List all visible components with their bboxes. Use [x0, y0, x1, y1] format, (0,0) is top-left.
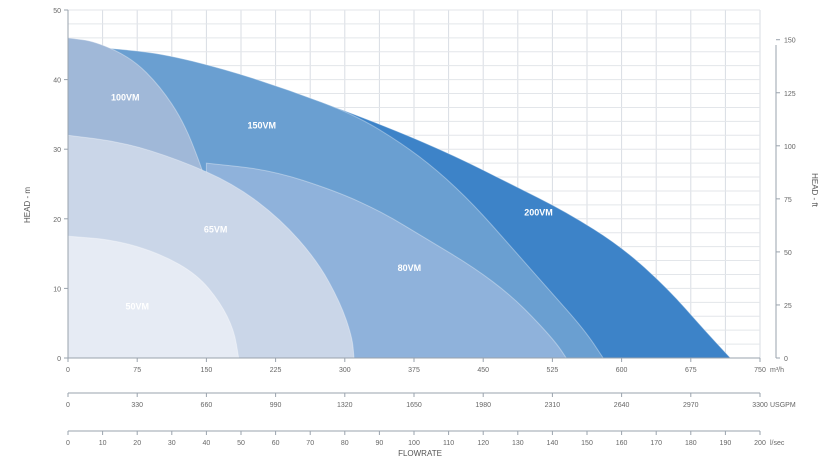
curve-labels: 200VM 150VM 100VM 80VM 65VM 50VM: [111, 92, 553, 311]
x-tick-label: 1650: [406, 402, 422, 409]
x-tick-label: 140: [547, 440, 559, 447]
area-label-80vm: 80VM: [398, 263, 422, 273]
area-50vm: [67, 235, 240, 359]
x-tick-label: 70: [306, 440, 314, 447]
x-tick-label: 170: [650, 440, 662, 447]
x-tick-label: 3300: [752, 402, 768, 409]
x-tick-label: 300: [339, 367, 351, 374]
y-tick-label: 10: [53, 286, 61, 293]
x-scale-unit: USGPM: [770, 402, 796, 409]
y2-tick-label: 25: [784, 303, 792, 310]
y-tick-label: 40: [53, 78, 61, 85]
x-tick-label: 450: [477, 367, 489, 374]
x-tick-label: 75: [133, 367, 141, 374]
x-tick-label: 100: [408, 440, 420, 447]
y2-tick-label: 125: [784, 91, 796, 98]
x-tick-label: 0: [66, 367, 70, 374]
x-tick-label: 110: [443, 440, 454, 447]
x-tick-label: 675: [685, 367, 697, 374]
x-tick-label: 150: [201, 367, 213, 374]
x-scale-unit: m³/h: [770, 367, 784, 374]
x-tick-label: 20: [133, 440, 141, 447]
area-label-200vm: 200VM: [524, 207, 553, 217]
y-axis-ticks: 0 10 20 30 40 50: [53, 8, 68, 363]
x-tick-label: 750: [754, 367, 766, 374]
x-tick-label: 160: [616, 440, 628, 447]
x-tick-label: 90: [376, 440, 384, 447]
x-tick-label: 990: [270, 402, 282, 409]
x-tick-label: 375: [408, 367, 420, 374]
x-tick-label: 10: [99, 440, 107, 447]
y2-tick-label: 0: [784, 356, 788, 363]
x-tick-label: 2640: [614, 402, 630, 409]
x-tick-label: 0: [66, 440, 70, 447]
y2-tick-label: 75: [784, 197, 792, 204]
x-tick-label: 120: [477, 440, 489, 447]
y2-axis-label: HEAD - ft: [810, 173, 819, 208]
y2-tick-label: 150: [784, 38, 796, 45]
y-tick-label: 50: [53, 8, 61, 15]
x-tick-label: 190: [720, 440, 732, 447]
y2-tick-label: 100: [784, 144, 796, 151]
y-tick-label: 20: [53, 217, 61, 224]
x-tick-label: 0: [66, 402, 70, 409]
x-tick-label: 600: [616, 367, 628, 374]
y-tick-label: 0: [57, 356, 61, 363]
x-axis-scales: 0 75 150 225 300 375 450 525 600 675 750 m³/h0 330 66…: [66, 358, 796, 447]
x-tick-label: 30: [168, 440, 176, 447]
y-axis-label: HEAD - m: [23, 187, 32, 223]
area-label-100vm: 100VM: [111, 92, 140, 102]
x-tick-label: 2970: [683, 402, 699, 409]
x-tick-label: 1980: [475, 402, 491, 409]
x-tick-label: 200: [754, 440, 766, 447]
x-tick-label: 130: [512, 440, 524, 447]
y2-tick-label: 50: [784, 250, 792, 257]
x-tick-label: 180: [685, 440, 697, 447]
x-tick-label: 525: [547, 367, 559, 374]
x-tick-label: 150: [581, 440, 593, 447]
x-scale-unit: l/sec: [770, 440, 785, 447]
curve-areas: [67, 37, 732, 359]
area-label-65vm: 65VM: [204, 225, 228, 235]
area-label-150vm: 150VM: [247, 120, 276, 130]
x-tick-label: 2310: [545, 402, 561, 409]
y2-axis-ticks: 0 25 50 75 100 125 150: [776, 38, 796, 363]
x-axis-label: FLOWRATE: [398, 449, 442, 458]
x-tick-label: 40: [203, 440, 211, 447]
x-tick-label: 225: [270, 367, 282, 374]
x-tick-label: 1320: [337, 402, 353, 409]
x-tick-label: 330: [131, 402, 143, 409]
area-label-50vm: 50VM: [125, 301, 149, 311]
x-tick-label: 660: [201, 402, 213, 409]
x-tick-label: 60: [272, 440, 280, 447]
x-tick-label: 50: [237, 440, 245, 447]
x-tick-label: 80: [341, 440, 349, 447]
y-tick-label: 30: [53, 147, 61, 154]
